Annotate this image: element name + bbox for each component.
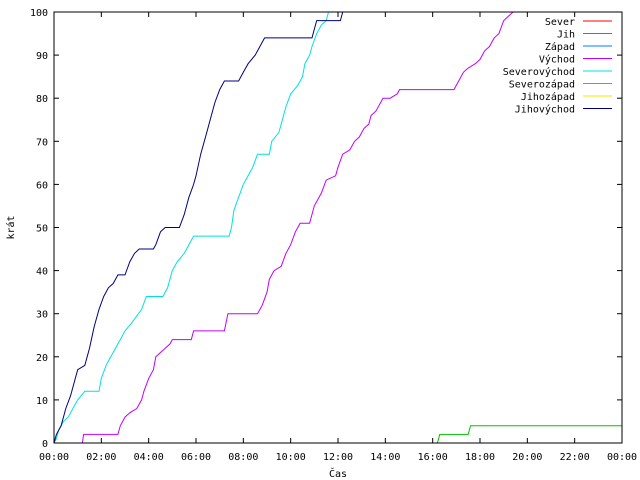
x-tick-label: 14:00: [370, 452, 400, 463]
x-tick-label: 16:00: [418, 452, 448, 463]
y-tick-label: 80: [36, 94, 48, 105]
legend-label: Severozápad: [509, 79, 575, 91]
legend-label: Jih: [557, 30, 575, 41]
y-tick-label: 30: [36, 310, 48, 321]
x-tick-label: 20:00: [512, 452, 542, 463]
x-tick-label: 00:00: [39, 452, 69, 463]
x-axis-label: Čas: [329, 467, 347, 480]
y-tick-label: 100: [30, 8, 48, 19]
legend: Sever JihZápadVýchodSeverovýchodSeverozáp…: [503, 17, 612, 116]
x-tick-label: 04:00: [134, 452, 164, 463]
x-tick-label: 12:00: [323, 452, 353, 463]
legend-label: Severovýchod: [503, 66, 575, 78]
y-tick-label: 50: [36, 224, 48, 235]
y-tick-label: 10: [36, 396, 48, 407]
legend-label: Jihozápad: [521, 91, 575, 103]
y-tick-label: 0: [42, 439, 48, 450]
y-tick-label: 70: [36, 137, 48, 148]
legend-label: Jihovýchod: [515, 104, 575, 116]
x-tick-label: 10:00: [276, 452, 306, 463]
y-tick-label: 40: [36, 267, 48, 278]
legend-label: Západ: [545, 41, 575, 53]
y-tick-label: 90: [36, 51, 48, 62]
y-tick-label: 60: [36, 180, 48, 191]
x-tick-label: 00:00: [607, 452, 637, 463]
axis-layer: 0 10 20 30 40 50 60 70 80 90 100 00:00 02:00 04:00 06:…: [30, 8, 637, 463]
legend-label: Východ: [539, 54, 575, 66]
y-axis-label: krát: [5, 215, 17, 239]
x-tick-label: 02:00: [86, 452, 116, 463]
series-line-východ: [54, 11, 514, 444]
series-line-jihovýchod: [53, 11, 344, 444]
x-tick-label: 22:00: [560, 452, 590, 463]
legend-label: Sever: [545, 17, 575, 28]
series-line-severovýchod: [53, 11, 329, 444]
x-tick-label: 18:00: [465, 452, 495, 463]
y-tick-label: 20: [36, 353, 48, 364]
x-tick-label: 06:00: [181, 452, 211, 463]
x-tick-label: 08:00: [228, 452, 258, 463]
